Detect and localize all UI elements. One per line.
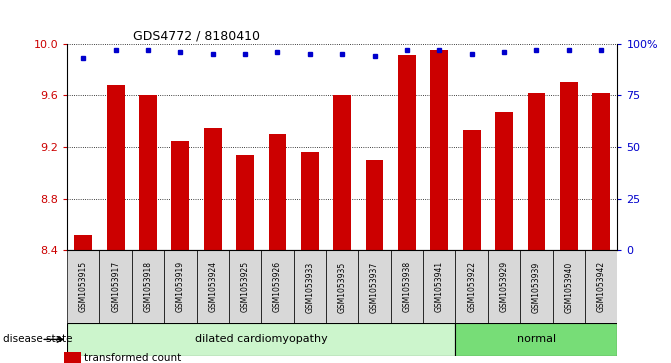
Bar [456,250,488,323]
Bar [204,128,221,250]
Text: GSM1053933: GSM1053933 [305,261,314,313]
Bar [463,130,480,250]
Bar [294,250,326,323]
Bar [495,112,513,250]
Bar [132,250,164,323]
Bar [74,235,92,250]
Text: GSM1053915: GSM1053915 [79,261,88,313]
Text: GSM1053919: GSM1053919 [176,261,185,313]
Text: dilated cardiomyopathy: dilated cardiomyopathy [195,334,327,344]
Bar [326,250,358,323]
Bar [430,50,448,250]
Bar [107,85,125,250]
Bar [553,250,585,323]
Bar [527,93,546,250]
Text: GSM1053935: GSM1053935 [338,261,347,313]
Bar [172,140,189,250]
Text: transformed count: transformed count [84,352,181,363]
Bar [139,95,157,250]
Text: GSM1053929: GSM1053929 [499,261,509,313]
Bar [164,250,197,323]
Text: GSM1053942: GSM1053942 [597,261,606,313]
Text: GSM1053925: GSM1053925 [241,261,250,313]
Text: GSM1053940: GSM1053940 [564,261,573,313]
Bar [67,323,456,356]
Bar [592,93,610,250]
Bar [261,250,294,323]
Bar [456,323,617,356]
Text: GSM1053924: GSM1053924 [208,261,217,313]
Bar [197,250,229,323]
Bar [229,250,261,323]
Bar [423,250,456,323]
Text: GSM1053941: GSM1053941 [435,261,444,313]
Bar [301,152,319,250]
Bar [268,134,287,250]
Text: GSM1053917: GSM1053917 [111,261,120,313]
Bar [585,250,617,323]
Text: GSM1053922: GSM1053922 [467,261,476,312]
Bar [67,250,99,323]
Bar [358,250,391,323]
Text: GDS4772 / 8180410: GDS4772 / 8180410 [133,29,260,42]
Text: GSM1053939: GSM1053939 [532,261,541,313]
Text: disease state: disease state [3,334,73,344]
Text: GSM1053937: GSM1053937 [370,261,379,313]
Bar [488,250,520,323]
Bar [391,250,423,323]
Text: GSM1053918: GSM1053918 [144,261,152,312]
Bar [560,82,578,250]
Bar [333,95,351,250]
Bar [520,250,553,323]
Text: GSM1053926: GSM1053926 [273,261,282,313]
Text: normal: normal [517,334,556,344]
Bar [366,160,384,250]
Text: GSM1053938: GSM1053938 [403,261,411,313]
Bar [236,155,254,250]
Bar [99,250,132,323]
Bar [398,55,416,250]
